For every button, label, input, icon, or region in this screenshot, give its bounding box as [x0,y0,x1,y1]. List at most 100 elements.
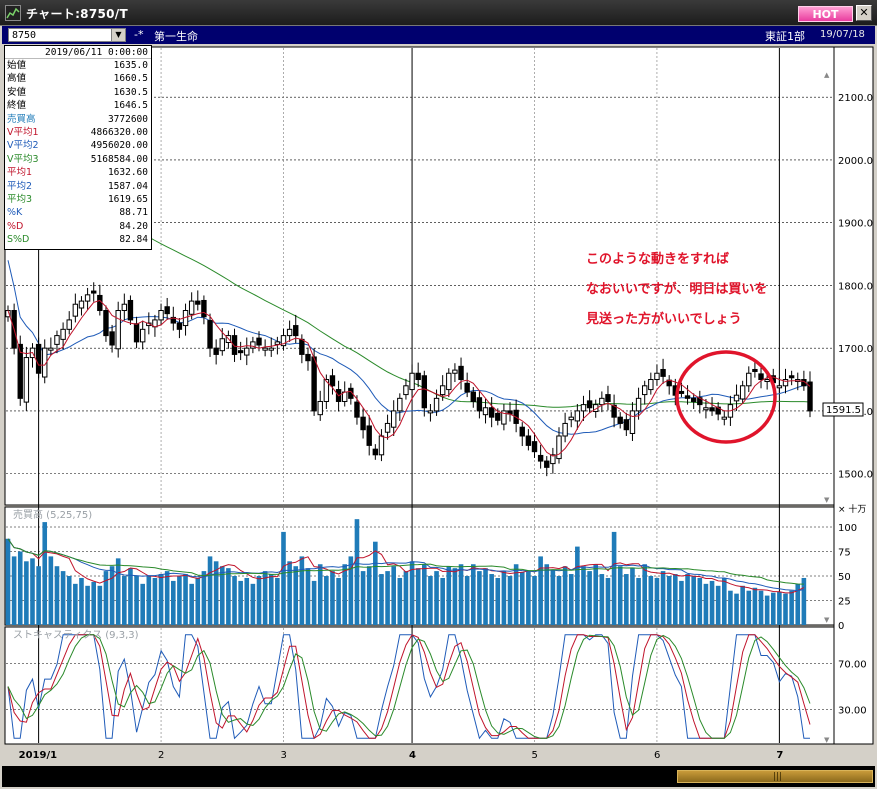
volume-bar [422,564,427,625]
candle-body [176,322,183,330]
ma-short-line [7,299,811,457]
volume-bar [36,566,41,625]
volume-bar [299,556,305,625]
volume-bar [170,580,176,625]
candle-body [433,397,440,412]
close-button[interactable]: ✕ [856,5,872,21]
chevron-down-icon[interactable]: ▼ [111,29,125,41]
data-row-value: 1632.60 [107,167,148,179]
data-row-label: 終値 [7,100,27,112]
volume-bar [666,576,672,625]
stochastic-panel[interactable] [4,626,835,745]
ticker-code-select[interactable]: 8750 ▼ [8,28,126,42]
volume-bar [556,576,562,625]
candle-body [660,368,666,377]
data-row-value: 84.20 [119,220,148,232]
volume-bar [140,583,145,625]
volume-bar [183,574,188,625]
company-name: 第一生命 [154,30,198,43]
data-row: 高値 1660.5 [5,72,151,85]
candle-body [207,320,213,349]
volume-bar [293,566,299,625]
volume-bar [66,576,72,625]
volume-bar [11,556,17,625]
volume-tick-label: 25 [838,597,851,608]
candle-body [299,338,305,355]
stock-chart[interactable]: 2100.02000.01900.01800.01700.01600.01500… [2,44,875,766]
volume-bar [458,564,464,625]
volume-bar [152,577,158,625]
volume-bar [268,574,274,625]
data-row: V平均1 4866320.00 [5,126,151,139]
price-tick-label: 1700.0 [838,344,873,355]
volume-bar [519,572,525,625]
candle-body [97,294,103,312]
volume-bar [330,571,335,625]
scrollbar-thumb[interactable]: ||| [677,770,873,783]
volume-bar [685,574,690,625]
data-row-value: 82.84 [119,234,148,246]
volume-bar [477,571,482,625]
candle-body [501,410,507,425]
x-tick-label: 4 [409,750,416,761]
volume-bar [593,564,599,625]
candle-body [158,310,164,321]
timeline-scrollbar[interactable]: ||| [2,766,875,787]
data-row-value: 1587.04 [107,180,148,192]
volume-bar [624,574,629,625]
volume-bar [764,595,770,625]
candle-body [360,416,366,431]
volume-bars [5,519,807,625]
volume-bar [177,576,182,625]
candle-body [378,435,385,456]
volume-tick-label: 100 [838,523,857,534]
volume-bar [201,571,207,625]
volume-bar [752,587,758,625]
volume-bar [470,564,476,625]
scroll-up-icon[interactable]: ▲ [824,71,830,79]
volume-bar [60,571,66,625]
data-row: V平均3 5168584.00 [5,153,151,166]
volume-bar [562,566,568,625]
data-row: 平均2 1587.04 [5,180,151,193]
volume-bar [587,571,592,625]
volume-bar [17,551,23,625]
candle-body [617,416,623,424]
x-tick-label: 6 [654,750,660,761]
hot-button[interactable]: HOT [798,6,853,22]
moving-average-short [7,299,811,457]
candle-body [170,316,176,324]
data-row: %D 84.20 [5,220,151,233]
volume-bar [501,571,507,625]
candle-body [195,300,201,305]
volume-bar [538,556,543,625]
candle-body [213,347,219,355]
highlight-circle [675,350,777,444]
candle-body [684,395,691,399]
volume-bar [801,577,807,625]
volume-bar [721,577,727,625]
stochastic-lines [7,634,811,740]
candle-body [268,347,274,351]
volume-bar [238,580,243,625]
candle-body [91,290,97,294]
stoch-k-line [7,634,810,740]
volume-bar [550,570,556,625]
candle-body [525,435,532,446]
candle-body [629,410,636,434]
candle-body [537,454,544,462]
data-row-label: V平均1 [7,126,39,138]
volume-bar [305,568,311,625]
volume-bar [317,564,323,625]
chart-header: 8750 ▼ -* 第一生命 東証1部 19/07/18 [2,26,875,44]
scroll-down-icon[interactable]: ▼ [824,496,830,504]
candle-body [250,341,256,349]
volume-scroll-down-icon[interactable]: ▼ [824,616,830,624]
candle-body [274,341,281,345]
candle-body [574,410,581,422]
stoch-scroll-down-icon[interactable]: ▼ [824,736,830,744]
candle-body [237,350,244,354]
candle-body [580,404,587,412]
candle-body [439,385,446,396]
volume-bar [164,571,170,625]
